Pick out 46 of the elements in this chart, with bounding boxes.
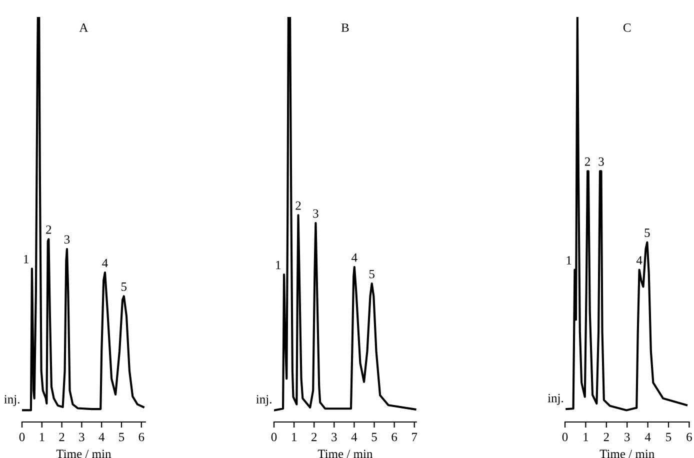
- x-tick-label: 6: [392, 432, 398, 442]
- annotation: 5: [644, 228, 650, 237]
- chart-title: A: [79, 23, 88, 32]
- x-tick-label: 6: [138, 432, 144, 442]
- x-tick-label: 2: [604, 432, 609, 442]
- x-tick-label: 5: [119, 432, 124, 442]
- x-tick-label: 2: [312, 432, 317, 442]
- annotation: 3: [313, 209, 318, 218]
- annotation: 4: [636, 256, 642, 264]
- x-tick-label: 4: [644, 432, 651, 442]
- annotation: 2: [296, 201, 301, 210]
- x-tick-label: 0: [562, 432, 568, 442]
- x-tick-label: 5: [666, 432, 672, 442]
- annotation: 3: [64, 235, 70, 244]
- x-tick-label: 3: [79, 432, 84, 442]
- x-tick-label: 4: [98, 432, 105, 442]
- x-tick-label: 2: [59, 432, 64, 442]
- x-axis-title: Time / min: [600, 450, 654, 458]
- annotation: inj.: [4, 395, 20, 406]
- annotation: 4: [352, 253, 358, 262]
- x-tick-label: 7: [412, 432, 418, 442]
- x-tick-label: 1: [584, 432, 588, 442]
- x-tick-label: 1: [40, 432, 44, 442]
- x-tick-label: 0: [271, 432, 277, 442]
- annotation: inj.: [548, 394, 564, 405]
- x-tick-label: 1: [292, 432, 296, 442]
- x-tick-label: 3: [624, 432, 630, 442]
- annotation: 2: [584, 157, 590, 166]
- x-axis-title: Time / min: [318, 450, 373, 458]
- x-tick-label: 6: [686, 432, 692, 442]
- annotation: 1: [566, 256, 572, 264]
- x-tick-label: 4: [351, 432, 358, 442]
- x-tick-label: 0: [19, 432, 25, 442]
- x-tick-label: 5: [372, 432, 377, 442]
- annotation: 2: [46, 225, 52, 234]
- annotation: 3: [598, 157, 604, 166]
- annotation: 4: [102, 258, 108, 268]
- annotation: 1: [276, 260, 280, 270]
- chart-title: C: [623, 23, 631, 32]
- annotation: inj.: [256, 395, 272, 406]
- x-axis-title: Time / min: [56, 450, 112, 458]
- chart-title: B: [341, 24, 349, 32]
- annotation: 1: [24, 254, 28, 264]
- annotation: 5: [121, 282, 127, 291]
- x-tick-label: 3: [332, 432, 337, 442]
- annotation: 5: [369, 270, 374, 278]
